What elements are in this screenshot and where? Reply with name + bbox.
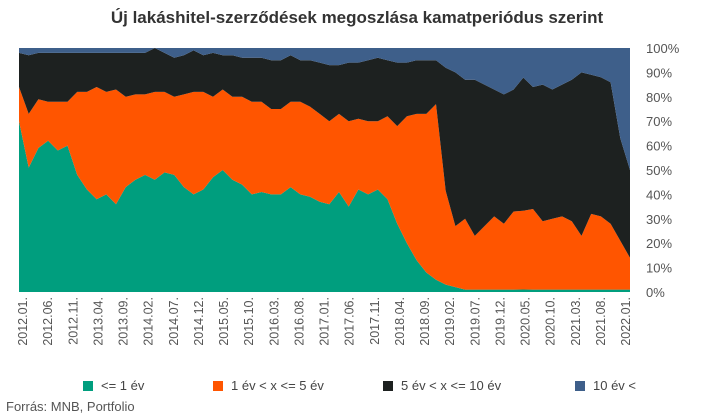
x-tick-label: 2020.05. (519, 297, 533, 346)
area-series-2 (19, 87, 630, 290)
x-tick-label: 2018.04. (393, 297, 407, 346)
chart-title: Új lakáshitel-szerződések megoszlása kam… (110, 8, 604, 27)
x-tick-label: 2012.11. (66, 297, 80, 345)
legend: <= 1 év 1 év < x <= 5 év 5 év < x <= 10 … (0, 378, 714, 398)
legend-swatch-series-3 (383, 381, 393, 391)
x-tick-label: 2014.02. (142, 297, 156, 346)
source-note: Forrás: MNB, Portfolio (6, 399, 135, 414)
x-tick-label: 2014.12. (192, 297, 206, 346)
x-tick-label: 2012.01. (16, 297, 30, 346)
area-series-4 (19, 48, 630, 170)
y-tick-label: 0% (646, 285, 665, 300)
legend-swatch-series-2 (213, 381, 223, 391)
y-tick-label: 30% (646, 212, 672, 227)
x-tick-label: 2015.05. (217, 297, 231, 346)
x-tick-label: 2018.09. (418, 297, 432, 346)
x-tick-label: 2021.03. (569, 297, 583, 346)
x-tick-label: 2017.11. (368, 297, 382, 345)
y-tick-label: 80% (646, 90, 672, 105)
x-tick-label: 2017.06. (343, 297, 357, 346)
legend-label-series-4: 10 év < (593, 378, 637, 393)
legend-swatch-series-4 (575, 381, 585, 391)
y-axis-ticks: 0% 10% 20% 30% 40% 50% 60% 70% 80% 90% 100% (646, 41, 680, 300)
x-tick-label: 2015.10. (242, 297, 256, 346)
y-tick-label: 100% (646, 41, 680, 56)
area-series-3 (19, 48, 630, 258)
x-tick-label: 2016.03. (267, 297, 281, 346)
x-tick-label: 2013.04. (91, 297, 105, 346)
x-tick-label: 2022.01. (619, 297, 633, 346)
y-tick-label: 10% (646, 261, 672, 276)
x-axis-ticks: 2012.01. 2012.06. 2012.11. 2013.04. 2013.09.… (16, 297, 633, 346)
x-tick-label: 2020.10. (544, 297, 558, 346)
legend-item-series-4: 10 év < (575, 378, 636, 393)
plot-areas (19, 48, 630, 292)
y-tick-label: 20% (646, 236, 672, 251)
legend-item-series-1: <= 1 év (83, 378, 144, 393)
y-tick-label: 70% (646, 114, 672, 129)
x-tick-label: 2016.08. (292, 297, 306, 346)
legend-label-series-1: <= 1 év (101, 378, 145, 393)
x-tick-label: 2019.07. (468, 297, 482, 346)
x-tick-label: 2019.02. (443, 297, 457, 346)
x-tick-label: 2014.07. (167, 297, 181, 346)
area-series-1 (19, 121, 630, 292)
legend-swatch-series-1 (83, 381, 93, 391)
legend-label-series-3: 5 év < x <= 10 év (401, 378, 502, 393)
x-tick-label: 2021.08. (594, 297, 608, 346)
legend-item-series-2: 1 év < x <= 5 év (213, 378, 324, 393)
y-tick-label: 60% (646, 139, 672, 154)
x-tick-label: 2012.06. (41, 297, 55, 346)
y-tick-label: 40% (646, 187, 672, 202)
x-tick-label: 2013.09. (117, 297, 131, 346)
y-tick-label: 90% (646, 65, 672, 80)
legend-item-series-3: 5 év < x <= 10 év (383, 378, 501, 393)
x-tick-label: 2017.01. (318, 297, 332, 346)
x-tick-label: 2019.12. (493, 297, 507, 346)
y-tick-label: 50% (646, 163, 672, 178)
legend-label-series-2: 1 év < x <= 5 év (231, 378, 324, 393)
